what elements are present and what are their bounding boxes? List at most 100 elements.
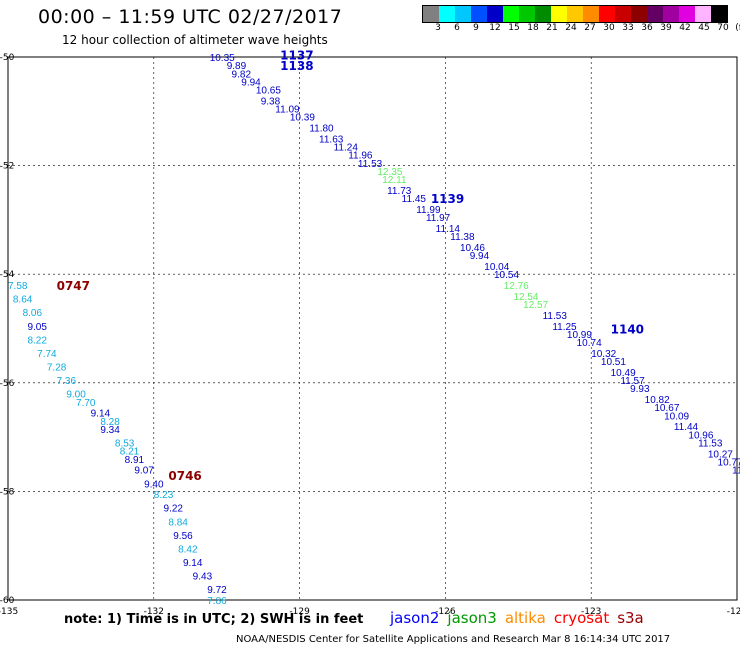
color-swatch — [519, 6, 535, 22]
wave-height-point: 12.11 — [382, 175, 407, 186]
wave-height-point: 11.38 — [450, 232, 475, 243]
satellite-legend: jason2 jason3 altika cryosat s3a — [390, 609, 652, 627]
color-swatch — [423, 6, 439, 22]
wave-height-point: 11 — [732, 466, 740, 477]
footnote: note: 1) Time is in UTC; 2) SWH is in fe… — [64, 612, 364, 627]
color-swatch — [695, 6, 711, 22]
wave-height-point: 7.86 — [207, 596, 227, 607]
wave-height-color-scale — [422, 5, 728, 23]
wave-height-point: 11.97 — [426, 213, 451, 224]
wave-height-point: 7.70 — [76, 398, 96, 409]
wave-height-point: 10.51 — [601, 357, 626, 368]
wave-height-point: 9.34 — [100, 425, 120, 436]
x-tick-label: -135 — [0, 607, 18, 617]
y-tick-label: -60 — [0, 596, 15, 606]
wave-height-point: 10.77 — [718, 458, 740, 469]
color-swatch — [599, 6, 615, 22]
x-tick-label: -129 — [289, 607, 310, 617]
color-scale-label: 24 — [565, 23, 577, 33]
color-scale-label: 21 — [546, 23, 558, 33]
wave-height-point: 10.82 — [645, 395, 670, 406]
color-swatch — [551, 6, 567, 22]
wave-height-point: 9.14 — [183, 558, 203, 569]
wave-height-point: 9.38 — [261, 96, 281, 107]
wave-height-point: 8.21 — [120, 447, 140, 458]
wave-height-point: 11.09 — [275, 105, 300, 116]
track-time-label: 1138 — [280, 59, 313, 73]
y-tick-label: -56 — [0, 379, 15, 389]
x-tick-label: -120 — [727, 607, 740, 617]
wave-height-point: 11.45 — [402, 194, 427, 205]
color-scale-label: 33 — [622, 23, 634, 33]
wave-height-point: 9.22 — [164, 504, 184, 515]
wave-height-point: 11.63 — [319, 134, 344, 145]
wave-height-point: 10.46 — [460, 243, 485, 254]
wave-height-point: 11.80 — [309, 124, 334, 135]
wave-height-point: 11.53 — [698, 439, 723, 450]
wave-height-point: 9.82 — [232, 69, 252, 80]
color-swatch — [535, 6, 551, 22]
track-time-label: 1140 — [611, 323, 644, 337]
wave-height-point: 9.14 — [91, 409, 111, 420]
wave-height-point: 11.99 — [416, 205, 441, 216]
wave-height-point: 8.28 — [100, 417, 120, 428]
wave-height-point: 8.23 — [154, 490, 174, 501]
wave-height-point: 7.36 — [57, 376, 77, 387]
wave-height-point: 11.53 — [358, 159, 383, 170]
credit-line: NOAA/NESDIS Center for Satellite Applica… — [236, 634, 671, 645]
wave-height-point: 12.54 — [513, 292, 538, 303]
wave-height-point: 7.28 — [47, 363, 67, 374]
color-swatch — [647, 6, 663, 22]
color-swatch — [503, 6, 519, 22]
color-scale-label: 15 — [508, 23, 520, 33]
wave-height-point: 10.39 — [290, 113, 315, 124]
wave-height-point: 9.43 — [193, 572, 213, 583]
wave-height-point: 11.57 — [620, 376, 645, 387]
color-scale-label: 42 — [679, 23, 691, 33]
track-time-label: 1139 — [431, 192, 464, 206]
wave-height-point: 12.57 — [523, 300, 548, 311]
color-swatch — [663, 6, 679, 22]
legend-cryosat: cryosat — [553, 609, 610, 627]
wave-height-point: 10.67 — [654, 403, 679, 414]
wave-height-point: 9.40 — [144, 479, 164, 490]
track-time-label: 1137 — [280, 48, 313, 62]
color-scale-label: 36 — [641, 23, 653, 33]
wave-height-point: 8.84 — [168, 517, 188, 528]
legend-jason2: jason2 — [390, 609, 440, 627]
wave-height-point: 7.58 — [8, 281, 28, 292]
wave-height-point: 10.04 — [484, 262, 509, 273]
wave-height-point: 9.89 — [227, 61, 247, 72]
color-scale-label: 18 — [527, 23, 539, 33]
wave-height-point: 9.72 — [207, 585, 227, 596]
wave-height-point: 10.65 — [256, 86, 281, 97]
wave-height-point: 10.27 — [708, 449, 733, 460]
wave-height-point: 9.07 — [134, 466, 154, 477]
color-swatch — [711, 6, 727, 22]
color-scale-label: 30 — [603, 23, 615, 33]
color-swatch — [583, 6, 599, 22]
wave-height-point: 9.00 — [66, 390, 86, 401]
color-scale-label: 6 — [454, 23, 460, 33]
y-tick-label: -54 — [0, 270, 15, 280]
wave-height-point: 11.14 — [436, 224, 461, 235]
y-tick-label: -58 — [0, 487, 15, 497]
wave-height-point: 11.96 — [348, 151, 373, 162]
color-swatch — [631, 6, 647, 22]
wave-height-point: 10.35 — [210, 53, 235, 64]
color-swatch — [679, 6, 695, 22]
legend-s3a: s3a — [617, 609, 644, 627]
chart-subtitle: 12 hour collection of altimeter wave hei… — [62, 33, 328, 47]
color-swatch — [615, 6, 631, 22]
color-scale-label: 70 — [717, 23, 729, 33]
track-time-label: 0746 — [168, 469, 201, 483]
y-tick-label: -52 — [0, 162, 14, 172]
wave-height-point: 7.74 — [37, 349, 57, 360]
wave-height-point: 10.09 — [664, 411, 689, 422]
wave-height-point: 9.93 — [630, 384, 650, 395]
wave-height-point: 12.35 — [377, 167, 402, 178]
wave-height-point: 8.06 — [23, 308, 43, 319]
wave-height-point: 9.05 — [27, 322, 47, 333]
wave-height-point: 11.44 — [674, 422, 699, 433]
wave-height-point: 10.54 — [494, 270, 519, 281]
